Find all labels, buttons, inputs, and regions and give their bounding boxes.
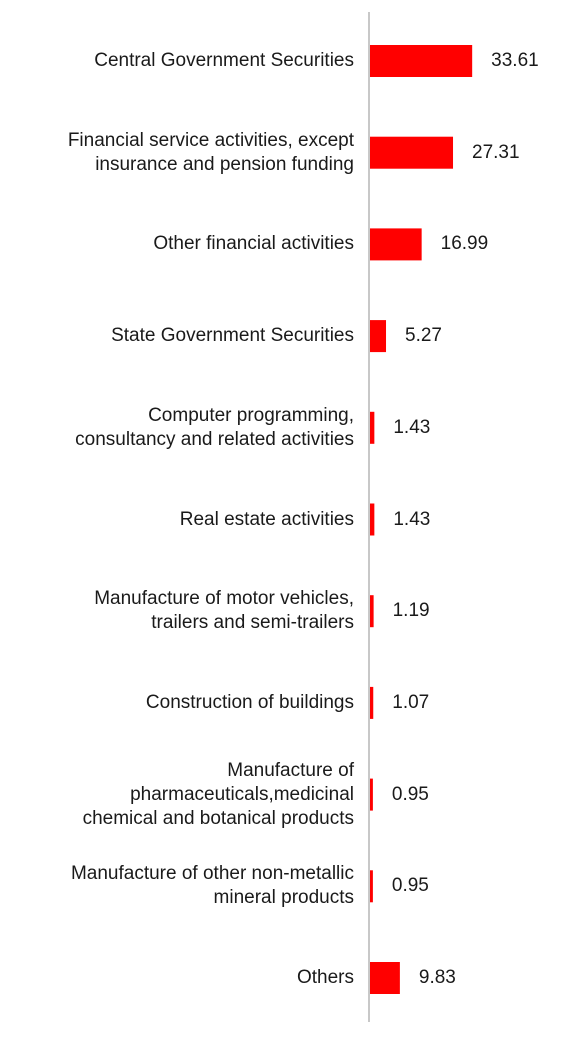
category-label: Financial service activities, except ins… [67, 129, 354, 175]
value-label: 5.27 [405, 325, 442, 347]
bar [370, 870, 373, 903]
category-label: Others [296, 967, 354, 988]
bar [370, 228, 422, 261]
bar [370, 136, 454, 169]
category-label: Computer programming, consultancy and re… [75, 404, 354, 450]
bar [370, 686, 374, 719]
category-label: State Government Securities [111, 325, 354, 347]
bar [370, 411, 375, 444]
value-label: 1.43 [393, 508, 431, 530]
category-label: Real estate activities [179, 508, 354, 530]
bar [370, 503, 375, 536]
category-label: Construction of buildings [145, 691, 354, 713]
category-label: Manufacture of pharmaceuticals,medicinal… [82, 759, 354, 829]
value-label: 1.07 [392, 691, 430, 713]
value-label: 1.19 [392, 600, 430, 622]
bar [370, 595, 374, 628]
bar [370, 962, 400, 994]
value-label: 27.31 [472, 141, 520, 163]
bar [370, 778, 373, 811]
value-label: 16.99 [440, 233, 489, 255]
bar [370, 320, 387, 353]
category-label: Central Government Securities [94, 50, 354, 71]
value-label: 1.43 [393, 416, 431, 438]
bar [370, 45, 473, 77]
value-label: 33.61 [491, 50, 539, 71]
category-label: Manufacture of motor vehicles, trailers … [94, 588, 354, 634]
category-label: Other financial activities [153, 233, 354, 255]
value-label: 0.95 [391, 875, 429, 897]
value-label: 9.83 [418, 967, 456, 988]
value-label: 0.95 [391, 783, 429, 805]
category-label: Manufacture of other non-metallic minera… [70, 863, 354, 909]
